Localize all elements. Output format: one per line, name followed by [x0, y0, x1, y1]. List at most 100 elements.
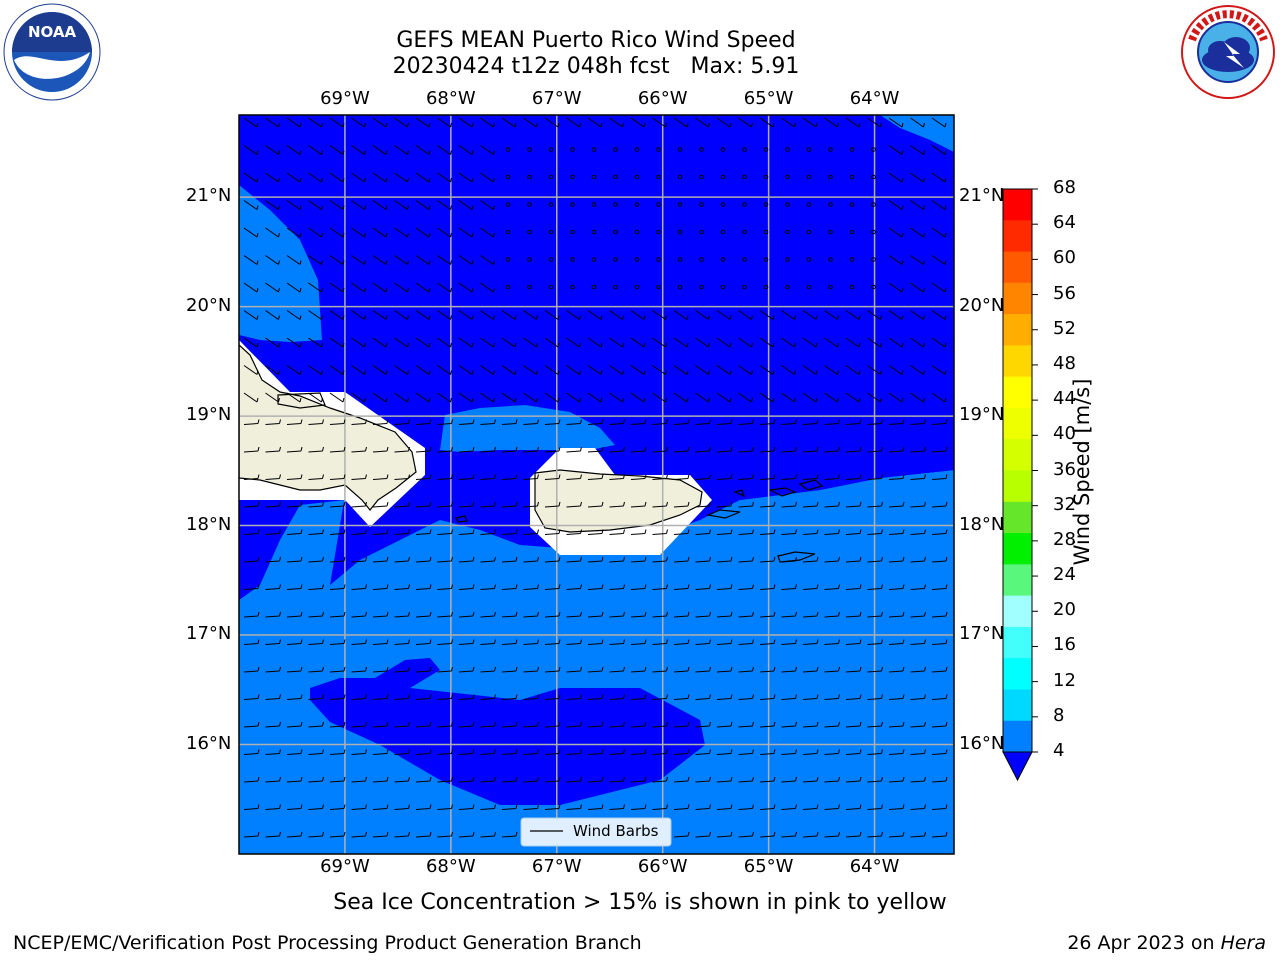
wind-barb	[587, 392, 603, 403]
wind-barb	[802, 666, 819, 673]
wind-barb	[265, 172, 280, 183]
wind-barb	[308, 117, 323, 128]
wind-barb	[394, 639, 410, 645]
wind-barb	[415, 446, 432, 453]
wind-barb	[480, 392, 495, 403]
calm-wind-marker	[849, 202, 855, 207]
wind-barb	[609, 529, 625, 535]
wind-barb	[953, 172, 954, 174]
wind-barb	[652, 666, 668, 673]
wind-barb	[630, 501, 647, 508]
wind-barb	[953, 588, 954, 590]
footer-credit: NCEP/EMC/Verification Post Processing Pr…	[13, 932, 642, 954]
wind-barb	[544, 721, 561, 728]
wind-barb	[437, 776, 453, 783]
wind-barb	[931, 721, 948, 728]
wind-barb	[437, 310, 452, 320]
wind-barb	[351, 584, 367, 590]
wind-barb	[480, 831, 496, 838]
wind-barb	[759, 117, 775, 128]
wind-barb	[372, 694, 389, 700]
wind-barb	[802, 611, 819, 618]
wind-barb	[286, 666, 303, 673]
wind-barb	[523, 529, 539, 535]
calm-wind-marker	[677, 257, 683, 262]
wind-barb	[673, 584, 690, 590]
legend-box	[520, 817, 672, 847]
wind-barb	[437, 749, 453, 755]
wind-barb	[587, 117, 603, 128]
wind-barb	[544, 666, 561, 673]
wind-barb	[458, 721, 475, 728]
wind-barb	[845, 310, 861, 320]
wind-barb	[695, 694, 711, 700]
wind-barb	[931, 831, 948, 838]
wind-barb	[888, 310, 904, 320]
wind-barb	[910, 474, 926, 480]
wind-barb	[802, 721, 819, 728]
caption: Sea Ice Concentration > 15% is shown in …	[333, 890, 947, 915]
wind-barb	[802, 584, 819, 590]
colorbar-label: Wind Speed [m/s]	[1070, 378, 1094, 566]
wind-barb	[888, 474, 905, 480]
wind-barb	[308, 145, 323, 155]
wind-barb	[759, 310, 775, 320]
calm-wind-marker	[505, 229, 511, 235]
wind-barb	[802, 639, 819, 645]
wind-barb	[716, 721, 733, 728]
wind-barb	[867, 337, 882, 348]
wind-barb	[781, 831, 797, 838]
wind-barb	[437, 337, 452, 348]
wind-barb	[759, 392, 775, 403]
calm-wind-marker	[548, 229, 554, 235]
colorbar-tick-label: 68	[1053, 177, 1076, 198]
wind-barb	[501, 474, 518, 480]
wind-barb	[544, 117, 560, 128]
wind-barb	[759, 611, 776, 618]
wind-barb	[437, 611, 453, 618]
wind-barb	[480, 584, 496, 590]
noaa-logo: NOAA	[2, 2, 102, 106]
wind-barb	[953, 227, 954, 229]
wind-barb	[523, 749, 539, 755]
wind-barb	[587, 639, 604, 645]
wind-barb	[802, 310, 818, 320]
wind-barb	[673, 611, 690, 618]
wind-barb	[867, 501, 883, 508]
wind-barb	[673, 529, 690, 535]
wind-barb	[587, 694, 604, 700]
wind-barb	[286, 776, 303, 783]
wind-barb	[415, 831, 432, 838]
wind-barb	[480, 639, 496, 645]
wind-barb	[845, 804, 862, 810]
wind-barb	[888, 392, 904, 403]
calm-wind-marker	[656, 147, 661, 152]
wind-barb	[523, 474, 539, 480]
wind-barb	[286, 804, 303, 810]
wind-barb	[523, 337, 538, 348]
calm-wind-marker	[634, 147, 640, 152]
wind-barb	[566, 776, 582, 783]
wind-barb	[308, 282, 323, 293]
wind-barb	[781, 611, 797, 618]
wind-barb	[738, 365, 753, 375]
wind-barb	[587, 310, 603, 320]
wind-barb	[394, 365, 409, 375]
wind-barb	[888, 117, 904, 128]
wind-barb	[243, 365, 259, 375]
wind-barb	[759, 446, 776, 453]
wind-barb	[738, 804, 754, 810]
land-virgin-islands	[733, 479, 824, 498]
wind-barb	[609, 694, 625, 700]
wind-barb	[372, 172, 388, 183]
wind-barb	[372, 117, 388, 128]
calm-wind-marker	[634, 257, 640, 262]
calm-wind-marker	[677, 202, 683, 207]
wind-barb	[931, 474, 948, 480]
wind-barb	[329, 501, 346, 508]
calm-wind-marker	[591, 284, 597, 290]
calm-wind-marker	[871, 174, 876, 180]
wind-barb	[523, 501, 539, 508]
wind-barb	[673, 666, 690, 673]
wind-barb	[867, 365, 882, 375]
